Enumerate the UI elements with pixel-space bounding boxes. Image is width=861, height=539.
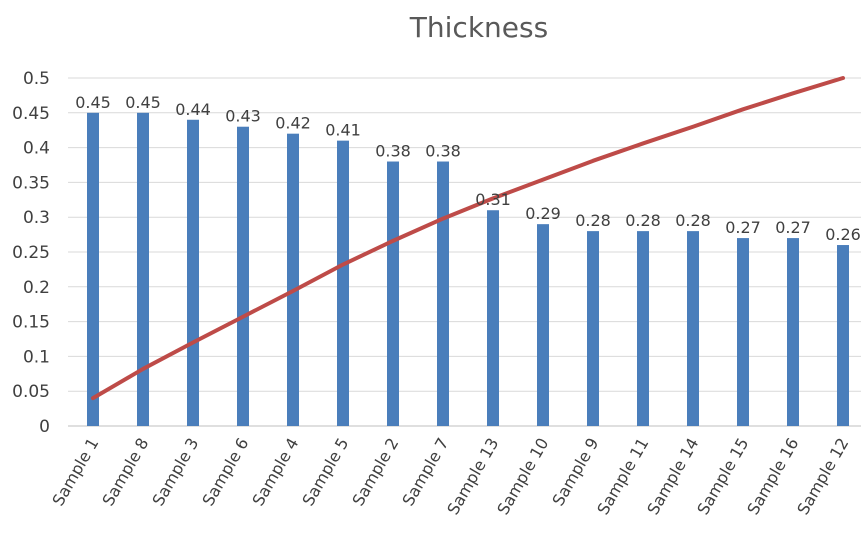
x-tick-label: Sample 16 — [743, 435, 802, 518]
data-label: 0.26 — [825, 225, 861, 244]
x-tick-label: Sample 4 — [248, 435, 302, 510]
bar — [137, 112, 149, 427]
x-tick-label: Sample 11 — [593, 435, 652, 518]
data-label: 0.45 — [75, 93, 111, 112]
y-tick-label: 0.3 — [23, 208, 50, 228]
data-label: 0.28 — [675, 211, 711, 230]
data-label: 0.28 — [625, 211, 661, 230]
data-label: 0.43 — [225, 107, 261, 126]
bar — [687, 231, 699, 426]
bar — [287, 133, 299, 426]
bar — [837, 245, 849, 426]
data-label: 0.38 — [425, 142, 461, 161]
x-tick-label: Sample 9 — [548, 435, 602, 510]
y-tick-label: 0.4 — [23, 139, 50, 159]
x-tick-label: Sample 8 — [98, 435, 152, 510]
data-label: 0.31 — [475, 190, 511, 209]
bar — [637, 231, 649, 426]
x-tick-label: Sample 14 — [643, 435, 702, 518]
bar — [187, 119, 199, 426]
x-tick-label: Sample 1 — [48, 435, 102, 510]
bar — [337, 140, 349, 426]
y-tick-label: 0.2 — [23, 278, 50, 298]
data-label: 0.28 — [575, 211, 611, 230]
y-axis-ticks: 0 0.05 0.1 0.15 0.2 0.25 0.3 0.35 0.4 0.45 0.5 — [12, 69, 50, 437]
bar — [787, 238, 799, 426]
bar — [587, 231, 599, 426]
data-label: 0.38 — [375, 142, 411, 161]
y-tick-label: 0.25 — [12, 243, 50, 263]
x-tick-label: Sample 5 — [298, 435, 352, 510]
x-tick-label: Sample 6 — [198, 435, 252, 510]
data-labels: 0.45 0.45 0.44 0.43 0.42 0.41 0.38 0.38 0.31 0.29… — [75, 93, 861, 244]
y-tick-label: 0.5 — [23, 69, 50, 89]
x-tick-label: Sample 13 — [443, 435, 502, 518]
bar — [87, 112, 99, 427]
bar — [537, 224, 549, 426]
x-tick-label: Sample 7 — [398, 435, 452, 510]
y-tick-label: 0.05 — [12, 382, 50, 402]
x-tick-label: Sample 3 — [148, 435, 202, 510]
data-label: 0.29 — [525, 204, 561, 223]
trend-line — [91, 76, 845, 401]
y-tick-label: 0.45 — [12, 104, 50, 124]
data-label: 0.45 — [125, 93, 161, 112]
x-tick-label: Sample 12 — [793, 435, 852, 518]
data-label: 0.27 — [725, 218, 761, 237]
bar — [737, 238, 749, 426]
chart-title: Thickness — [409, 11, 548, 44]
data-label: 0.27 — [775, 218, 811, 237]
bar — [437, 161, 449, 426]
y-tick-label: 0.1 — [23, 347, 50, 367]
bar — [487, 210, 499, 426]
data-label: 0.41 — [325, 121, 361, 140]
y-tick-label: 0.15 — [12, 313, 50, 333]
x-tick-label: Sample 15 — [693, 435, 752, 518]
y-tick-label: 0.35 — [12, 173, 50, 193]
bar-series — [87, 112, 849, 427]
data-label: 0.42 — [275, 114, 311, 133]
y-tick-label: 0 — [39, 417, 50, 437]
x-tick-label: Sample 2 — [348, 435, 402, 510]
x-tick-label: Sample 10 — [493, 435, 552, 518]
data-label: 0.44 — [175, 100, 211, 119]
bar — [387, 161, 399, 426]
bar — [237, 126, 249, 426]
line-series — [91, 76, 845, 401]
